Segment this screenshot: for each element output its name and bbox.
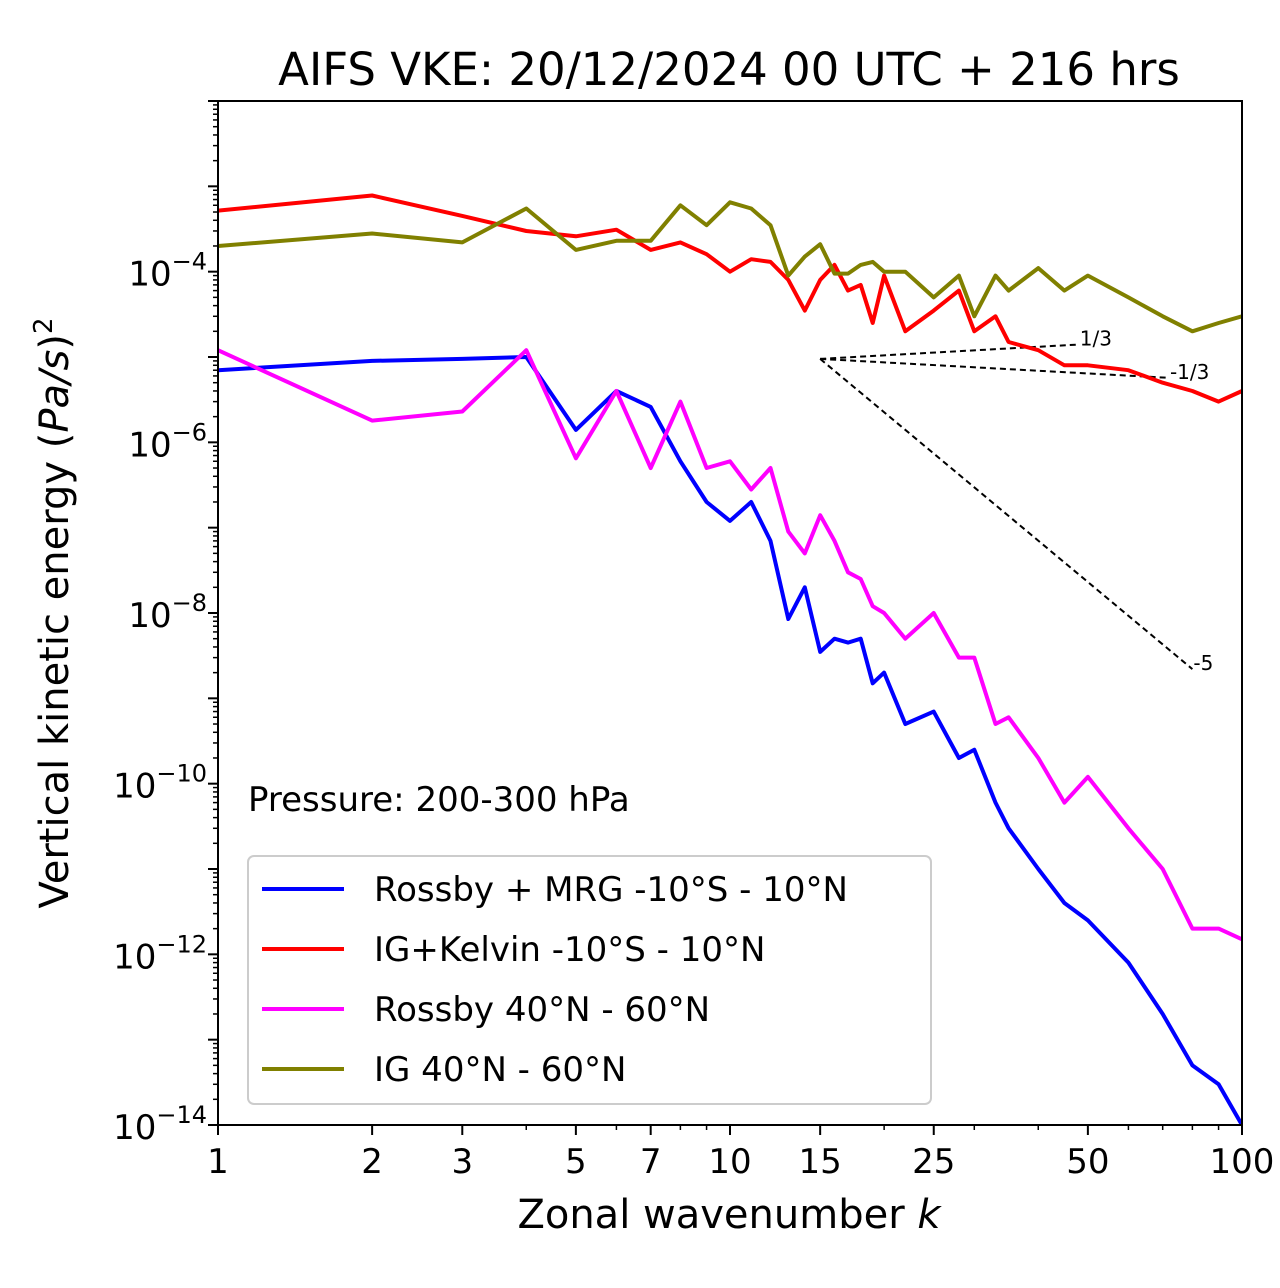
x-axis-label-variable: k [917, 1192, 942, 1238]
y-tick-label: 10−6 [128, 418, 207, 465]
legend-box [247, 855, 932, 1105]
x-tick-label: 100 [1210, 1142, 1275, 1182]
series-line [218, 348, 1242, 942]
y-axis-label-main: Vertical kinetic energy ( [32, 433, 78, 909]
y-tick-exponent: −8 [172, 589, 207, 617]
legend: Rossby + MRG -10°S - 10°N IG+Kelvin -10°S… [247, 855, 932, 1105]
y-tick-label: 10−10 [113, 760, 207, 807]
legend-label: Rossby 40°N - 60°N [374, 990, 710, 1030]
x-tick-label: 5 [565, 1142, 587, 1182]
x-tick-label: 10 [708, 1142, 751, 1182]
reference-slope-line [819, 358, 1194, 670]
series-lines [218, 193, 1242, 1125]
y-tick-exponent: −12 [156, 930, 207, 958]
reference-slope-lines [819, 343, 1194, 670]
legend-label: IG+Kelvin -10°S - 10°N [374, 930, 765, 970]
y-tick-label: 10−4 [128, 248, 207, 295]
x-tick-label: 50 [1066, 1142, 1109, 1182]
y-tick-base: 10 [113, 937, 156, 977]
y-axis-label-close: ) [32, 334, 78, 350]
y-tick-exponent: −6 [172, 418, 207, 446]
y-tick-exponent: −10 [156, 760, 207, 788]
reference-slope-label: 1/3 [1080, 327, 1112, 351]
reference-slope-label: -5 [1193, 651, 1213, 675]
y-tick-exponent: −4 [172, 248, 207, 276]
y-axis-label-exponent: 2 [29, 318, 59, 335]
y-tick-base: 10 [113, 767, 156, 807]
y-axis-label: Vertical kinetic energy (Pa/s)2 [29, 318, 78, 909]
reference-slope-labels: 1/3 -1/3 -5 [1080, 327, 1214, 676]
series-line [218, 355, 1242, 1125]
y-tick-base: 10 [128, 596, 171, 636]
y-tick-base: 10 [128, 255, 171, 295]
x-axis-label: Zonal wavenumber k [517, 1192, 942, 1238]
x-tick-label: 15 [799, 1142, 842, 1182]
reference-slope-line [820, 343, 1079, 360]
y-tick-label: 10−14 [113, 1101, 207, 1148]
y-tick-exponent: −14 [156, 1101, 207, 1129]
legend-label: Rossby + MRG -10°S - 10°N [374, 870, 848, 910]
x-tick-label: 7 [640, 1142, 662, 1182]
chart-title: AIFS VKE: 20/12/2024 00 UTC + 216 hrs [278, 43, 1180, 96]
reference-slope-line [820, 357, 1170, 379]
pressure-annotation: Pressure: 200-300 hPa [248, 780, 630, 820]
x-axis-ticks: 1 2 3 5 7 10 15 25 50 100 [207, 1125, 1274, 1182]
x-tick-label: 3 [451, 1142, 473, 1182]
y-tick-label: 10−12 [113, 930, 207, 977]
y-tick-label: 10−8 [128, 589, 207, 636]
legend-label: IG 40°N - 60°N [374, 1050, 626, 1090]
series-line [218, 200, 1242, 334]
legend-entries: Rossby + MRG -10°S - 10°N IG+Kelvin -10°S… [262, 870, 848, 1090]
x-axis-label-main: Zonal wavenumber [517, 1192, 917, 1238]
x-tick-label: 25 [912, 1142, 955, 1182]
y-tick-base: 10 [113, 1108, 156, 1148]
x-tick-label: 1 [207, 1142, 229, 1182]
x-tick-label: 2 [361, 1142, 383, 1182]
reference-slope-label: -1/3 [1170, 360, 1209, 384]
y-axis-label-variable: Pa/s [32, 350, 78, 433]
y-tick-base: 10 [128, 425, 171, 465]
